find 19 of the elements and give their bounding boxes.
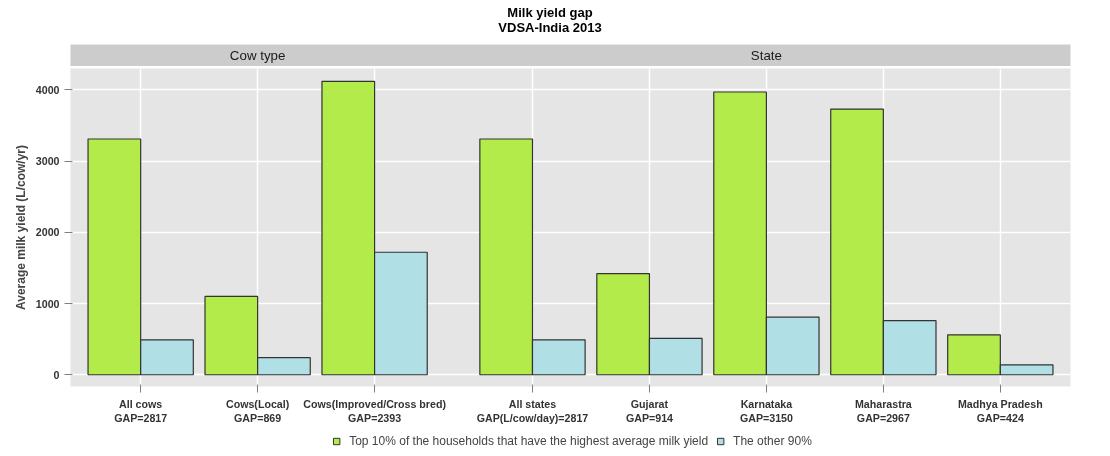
x-tick-label: Gujarat GAP=914 (625, 397, 674, 424)
y-tick-label: 0 (53, 368, 60, 381)
x-tick-label: All cows GAP=2817 (114, 397, 168, 424)
text: State (750, 48, 782, 63)
x-tick-label: Madhya Pradesh GAP=424 (957, 397, 1043, 424)
y-tick-label: 2000 (35, 226, 60, 239)
chart-title: Milk yield gap VDSA-India 2013 (498, 5, 602, 35)
x-tick-label: Karnataka GAP=3150 (739, 397, 793, 424)
y-tick-label: 4000 (35, 83, 60, 96)
y-tick-label: 3000 (35, 155, 60, 168)
x-tick-label: Cows(Improved/Cross bred) GAP=2393 (303, 397, 447, 424)
text: Cow type (229, 48, 286, 63)
y-axis-title: Average milk yield (L/cow/yr) (13, 145, 28, 310)
x-tick-label: All states GAP(L/cow/day)=2817 (476, 397, 589, 424)
x-tick-label: Maharastra GAP=2967 (854, 397, 912, 424)
y-tick-label: 1000 (35, 297, 60, 310)
legend-label: Top 10% of the households that have the highest average milk yield (349, 434, 709, 448)
legend-label: The other 90% (733, 434, 812, 448)
x-tick-label: Cows(Local) GAP=869 (225, 397, 290, 424)
